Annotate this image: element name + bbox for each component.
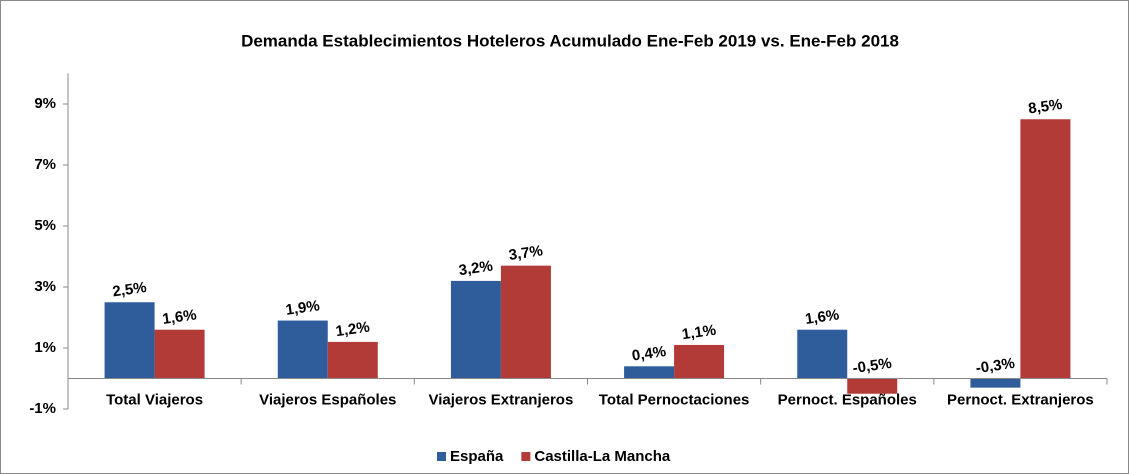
bar [1020,119,1071,379]
x-tick-label: Total Viajeros [106,391,203,408]
bar [847,378,898,394]
data-label: 1,1% [681,322,717,344]
y-tick-label: 9% [34,95,56,112]
data-label: -0,3% [975,355,1016,377]
data-label: 1,9% [285,297,321,319]
bar [327,341,378,379]
bar [970,378,1021,388]
data-label: 8,5% [1027,96,1063,118]
bar [277,320,328,379]
x-tick-label: Pernoct. Extranjeros [947,391,1094,408]
x-tick-label: Pernoct. Españoles [778,391,917,408]
chart-title: Demanda Establecimientos Hoteleros Acumu… [241,31,899,50]
bar [624,366,675,379]
y-tick-label: 5% [34,217,56,234]
legend-swatch [437,452,446,461]
data-label: 1,6% [161,306,197,328]
bar [154,329,205,379]
y-tick-label: 7% [34,156,56,173]
legend-label: España [450,448,504,465]
x-tick-label: Total Pernoctaciones [599,391,750,408]
bar [450,280,501,379]
data-label: 0,4% [631,343,667,365]
data-label: 1,2% [335,319,371,341]
bar [797,329,848,379]
y-tick-label: 3% [34,278,56,295]
bar [104,302,155,379]
data-label: 3,2% [458,258,494,280]
data-label: 1,6% [804,306,840,328]
x-tick-label: Viajeros Extranjeros [429,391,574,408]
y-tick-label: 1% [34,339,56,356]
data-label: 3,7% [508,242,544,264]
bar [500,265,551,379]
legend-swatch [521,452,531,461]
x-tick-label: Viajeros Españoles [259,391,396,408]
data-label: 2,5% [111,279,147,301]
bar [674,344,725,379]
data-label: -0,5% [852,355,893,377]
legend-label: Castilla-La Mancha [534,448,671,465]
y-tick-label: -1% [29,400,56,417]
